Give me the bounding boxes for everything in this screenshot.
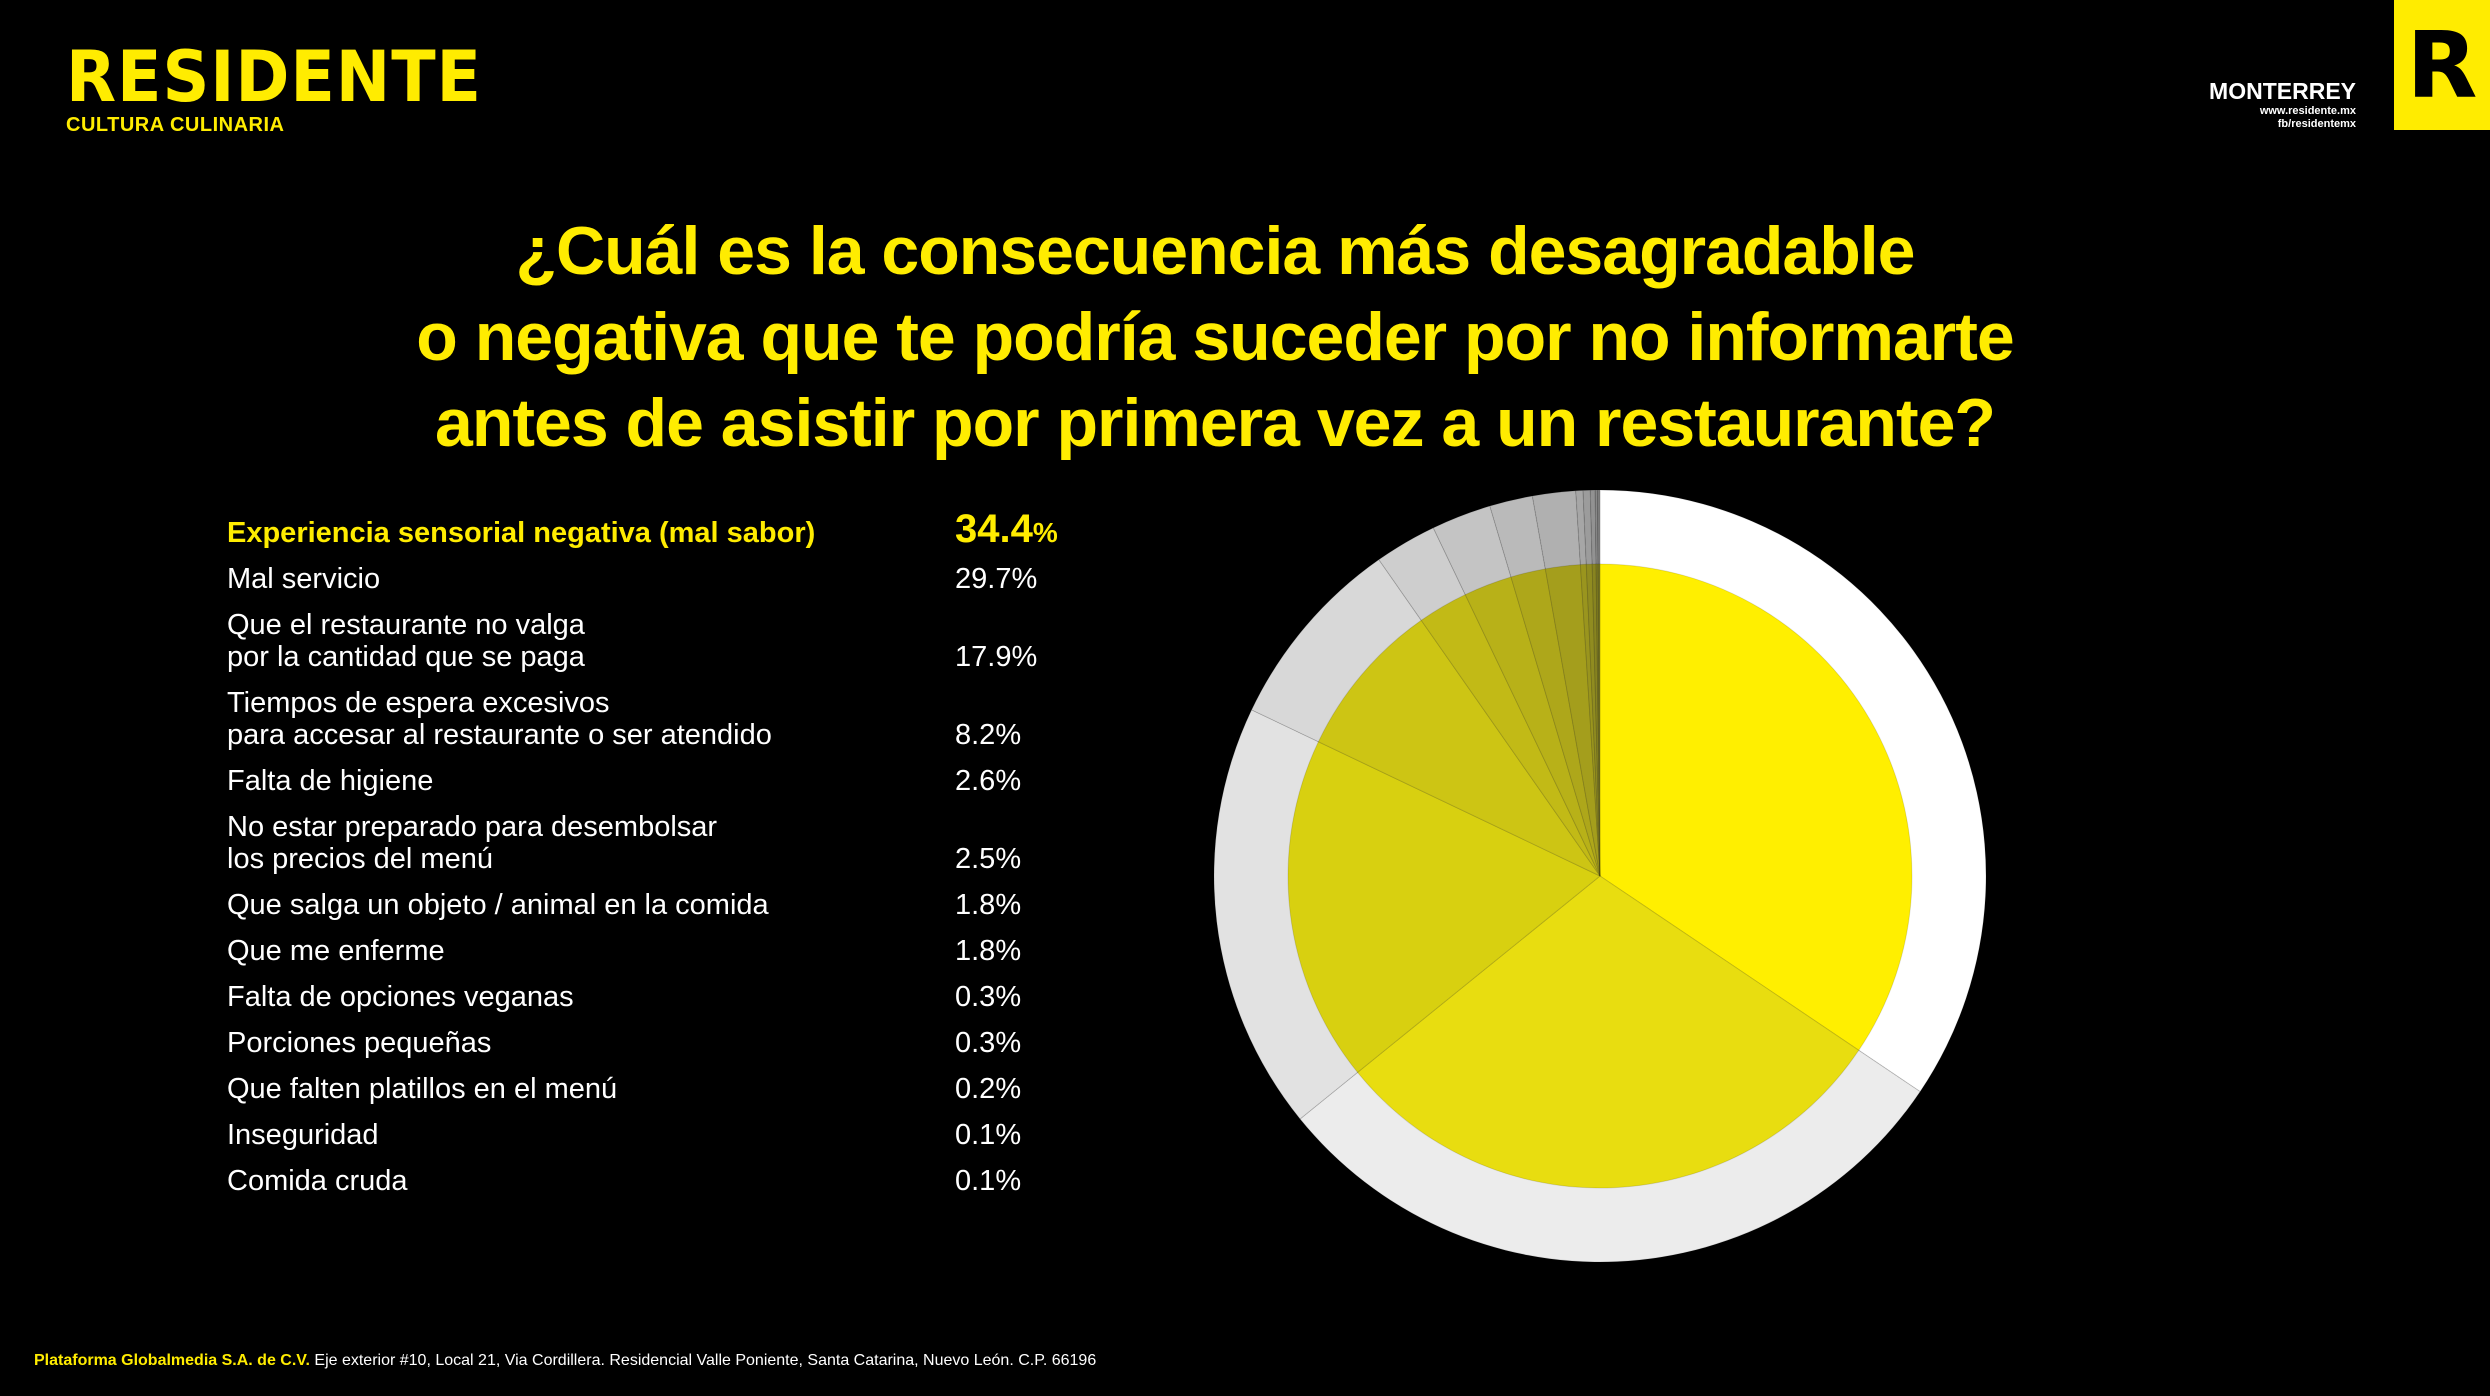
- city-name: MONTERREY: [2209, 78, 2356, 104]
- chart-legend: Experiencia sensorial negativa (mal sabo…: [227, 507, 1087, 1204]
- legend-label: Experiencia sensorial negativa (mal sabo…: [227, 517, 816, 549]
- legend-label: Comida cruda: [227, 1165, 408, 1197]
- logo-letter: R: [2406, 11, 2478, 119]
- legend-row: Inseguridad 0.1%: [227, 1112, 1087, 1158]
- pie-slice-9: [1579, 563, 1601, 877]
- legend-label: Que falten platillos en el menú: [227, 1073, 618, 1105]
- legend-row: No estar preparado para desembolsar los p…: [227, 804, 1087, 882]
- legend-value: 1.8%: [955, 935, 1022, 967]
- legend-row: Que falten platillos en el menú 0.2%: [227, 1066, 1087, 1112]
- legend-row: Comida cruda 0.1%: [227, 1158, 1087, 1204]
- legend-label: Que el restaurante no valga por la cantid…: [227, 609, 585, 673]
- brand-logo: RESIDENTE CULTURA CULINARIA: [66, 42, 513, 137]
- legend-row: Que me enferme 1.8%: [227, 928, 1087, 974]
- legend-value: 1.8%: [955, 889, 1022, 921]
- legend-value: 0.1%: [955, 1165, 1022, 1197]
- footer: Plataforma Globalmedia S.A. de C.V. Eje …: [34, 1352, 1096, 1370]
- legend-value: 0.1%: [955, 1119, 1022, 1151]
- pie-slice-13: [1597, 563, 1601, 877]
- legend-value: 0.3%: [955, 1027, 1022, 1059]
- legend-label: Que me enferme: [227, 935, 445, 967]
- facebook-link[interactable]: fb/residentemx: [2277, 118, 2356, 130]
- legend-value: 17.9%: [955, 641, 1038, 673]
- pie-slice-4: [1317, 619, 1602, 878]
- legend-label: Falta de opciones veganas: [227, 981, 574, 1013]
- brand-tagline: CULTURA CULINARIA: [66, 114, 285, 136]
- legend-label: Mal servicio: [227, 563, 381, 595]
- pie-slice-6: [1464, 576, 1601, 877]
- legend-label: Inseguridad: [227, 1119, 379, 1151]
- legend-value: 0.3%: [955, 981, 1022, 1013]
- pie-slice-3: [1287, 741, 1601, 1074]
- legend-row: Que el restaurante no valga por la cantid…: [227, 602, 1087, 680]
- pie-slice-7: [1510, 568, 1601, 877]
- legend-value: 2.5%: [955, 843, 1022, 875]
- question-line-1: ¿Cuál es la consecuencia más desagradabl…: [515, 213, 1916, 289]
- question-line-3: antes de asistir por primera vez a un re…: [435, 385, 1996, 461]
- legend-row: Falta de opciones veganas 0.3%: [227, 974, 1087, 1020]
- header-city-block: MONTERREY www.residente.mx fb/residentem…: [2209, 78, 2356, 131]
- legend-row: Experiencia sensorial negativa (mal sabo…: [227, 507, 1087, 556]
- pie-slice-5: [1420, 593, 1601, 877]
- legend-value: 34.4%: [955, 507, 1058, 551]
- brand-name: RESIDENTE: [66, 36, 482, 118]
- pie-slice-12: [1595, 563, 1601, 877]
- legend-label: Tiempos de espera excesivos para accesar …: [227, 687, 772, 751]
- legend-row: Porciones pequeñas 0.3%: [227, 1020, 1087, 1066]
- footer-company: Plataforma Globalmedia S.A. de C.V.: [34, 1352, 310, 1369]
- legend-row: Tiempos de espera excesivos para accesar …: [227, 680, 1087, 758]
- legend-row: Mal servicio 29.7%: [227, 556, 1087, 602]
- footer-address: Eje exterior #10, Local 21, Via Cordille…: [314, 1352, 1097, 1369]
- pie-slice-2: [1356, 875, 1860, 1189]
- r-logo-icon: R: [2394, 0, 2490, 130]
- pie-slice-8: [1544, 564, 1601, 877]
- pie-slice-1: [1599, 563, 1913, 1051]
- legend-row: Que salga un objeto / animal en la comid…: [227, 882, 1087, 928]
- question-line-2: o negativa que te podría suceder por no …: [416, 299, 2014, 375]
- legend-label: Porciones pequeñas: [227, 1027, 492, 1059]
- legend-value: 2.6%: [955, 765, 1022, 797]
- legend-value: 0.2%: [955, 1073, 1022, 1105]
- legend-value: 8.2%: [955, 719, 1022, 751]
- legend-label: No estar preparado para desembolsar los p…: [227, 811, 718, 875]
- pie-slice-11: [1591, 563, 1601, 877]
- legend-value: 29.7%: [955, 563, 1038, 595]
- survey-question: ¿Cuál es la consecuencia más desagradabl…: [200, 208, 2230, 466]
- pie-chart: [1213, 489, 1987, 1263]
- pie-slice-10: [1585, 563, 1601, 877]
- legend-row: Falta de higiene 2.6%: [227, 758, 1087, 804]
- legend-label: Falta de higiene: [227, 765, 434, 797]
- website-link[interactable]: www.residente.mx: [2259, 105, 2356, 117]
- legend-label: Que salga un objeto / animal en la comid…: [227, 889, 769, 921]
